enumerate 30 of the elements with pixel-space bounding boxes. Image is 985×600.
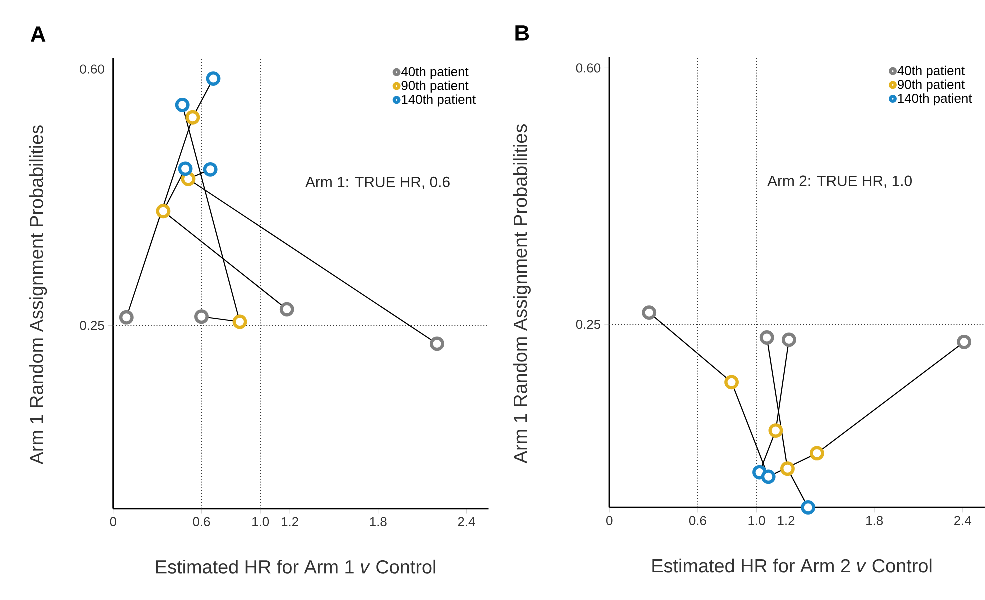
x-tick-label: 0 [606,516,613,526]
legend-label: 90th patient [402,80,469,93]
x-axis-title: Estimated HR for Arm 1 v Control [156,560,436,574]
legend-label: 140th patient [898,94,972,106]
y-tick-label: 0.60 [576,64,601,73]
x-tick-label: 0.6 [689,516,706,526]
chart-title: B [516,26,530,41]
annotation: Arm 1: TRUE HR, 0.6 [306,176,450,190]
chart-title: A [30,26,46,42]
legend-label: 140th patient [402,94,476,107]
x-tick-label: 1.0 [252,517,270,526]
x-tick-label: 1.2 [778,516,795,526]
y-tick-label: 0.25 [576,320,601,330]
x-tick-label: 2.4 [458,517,476,526]
x-tick-label: 1.0 [748,516,766,526]
y-axis-title: Arm 1 Random Assignment Probabilities [513,124,531,464]
x-tick-label: 1.8 [370,517,387,526]
y-tick-label: 0.60 [80,64,104,74]
legend-label: 40th patient [401,66,469,80]
x-tick-label: 2.4 [954,516,972,526]
x-tick-label: 0.6 [193,517,210,526]
y-tick-label: 0.25 [80,321,104,330]
annotation: Arm 2: TRUE HR, 1.0 [768,176,912,188]
x-axis-title: Estimated HR for Arm 2 v Control [652,558,932,573]
legend-label: 40th patient [898,66,965,78]
x-tick-label: 1.2 [282,517,298,526]
legend-label: 90th patient [898,80,965,92]
x-tick-label: 0 [110,517,117,526]
y-axis-title: Arm 1 Random Assignment Probabilities [30,126,48,465]
x-tick-label: 1.8 [866,516,884,526]
